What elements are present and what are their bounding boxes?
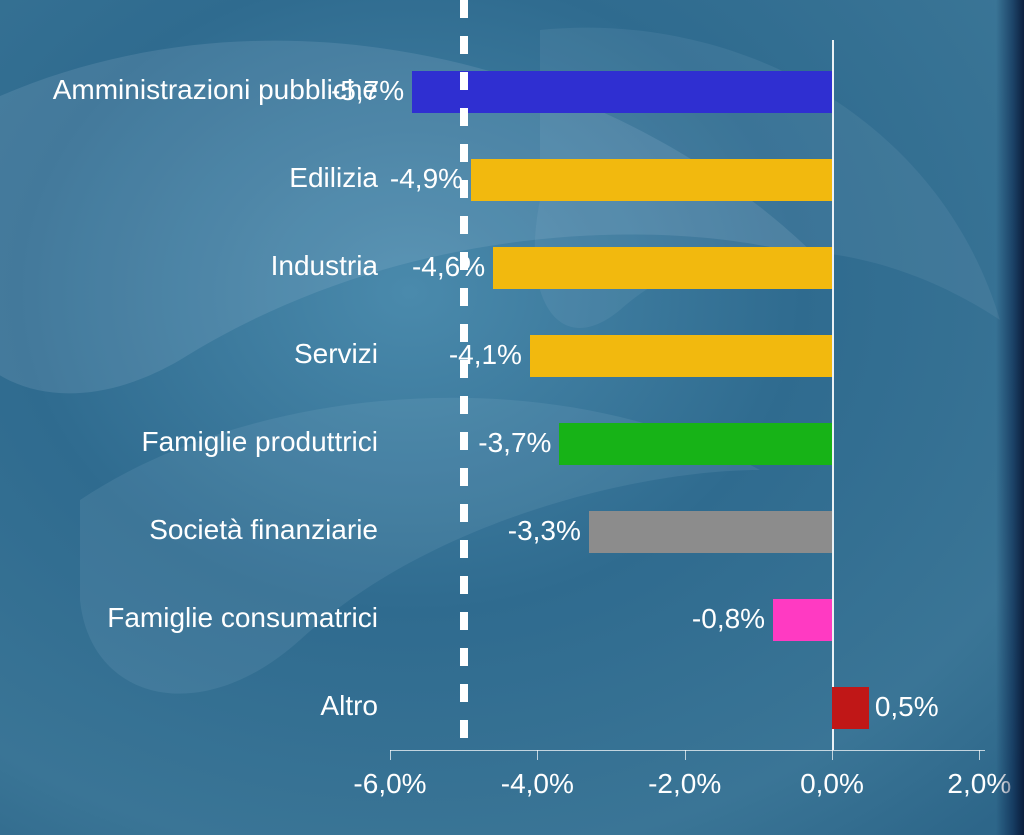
bar (832, 687, 869, 729)
value-label: -3,3% (508, 515, 581, 547)
x-tick-label: -2,0% (630, 768, 740, 800)
chart-stage: Amministrazioni pubbliche-5,7% Edilizia -4… (0, 0, 1024, 835)
category-label: Edilizia (12, 162, 378, 194)
bar (773, 599, 832, 641)
bar (412, 71, 832, 113)
category-label: Servizi (12, 338, 378, 370)
x-tick (979, 750, 980, 760)
category-label: Industria (12, 250, 378, 282)
plot-area: Amministrazioni pubbliche-5,7%Edilizia-4… (390, 40, 985, 750)
bar (471, 159, 832, 201)
bar (493, 247, 832, 289)
value-label: -5,7% (331, 75, 404, 107)
bar (589, 511, 832, 553)
value-label: -4,6% (412, 251, 485, 283)
right-edge-shadow (996, 0, 1024, 835)
category-label: Famiglie produttrici (12, 426, 378, 458)
zero-axis-line (832, 40, 834, 750)
bar (530, 335, 832, 377)
category-label: Famiglie consumatrici (12, 602, 378, 634)
x-tick-label: 0,0% (777, 768, 887, 800)
category-label: Altro (12, 690, 378, 722)
x-tick (685, 750, 686, 760)
x-tick-label: -6,0% (335, 768, 445, 800)
category-label: Società finanziarie (12, 514, 378, 546)
x-axis-line (390, 750, 985, 751)
x-tick (537, 750, 538, 760)
bar (559, 423, 832, 465)
category-label: Amministrazioni pubbliche (12, 74, 378, 106)
x-tick (832, 750, 833, 760)
value-label: -4,9% (390, 163, 463, 195)
value-label: -0,8% (692, 603, 765, 635)
x-tick (390, 750, 391, 760)
value-label: 0,5% (875, 691, 939, 723)
value-label: -3,7% (478, 427, 551, 459)
x-tick-label: -4,0% (482, 768, 592, 800)
